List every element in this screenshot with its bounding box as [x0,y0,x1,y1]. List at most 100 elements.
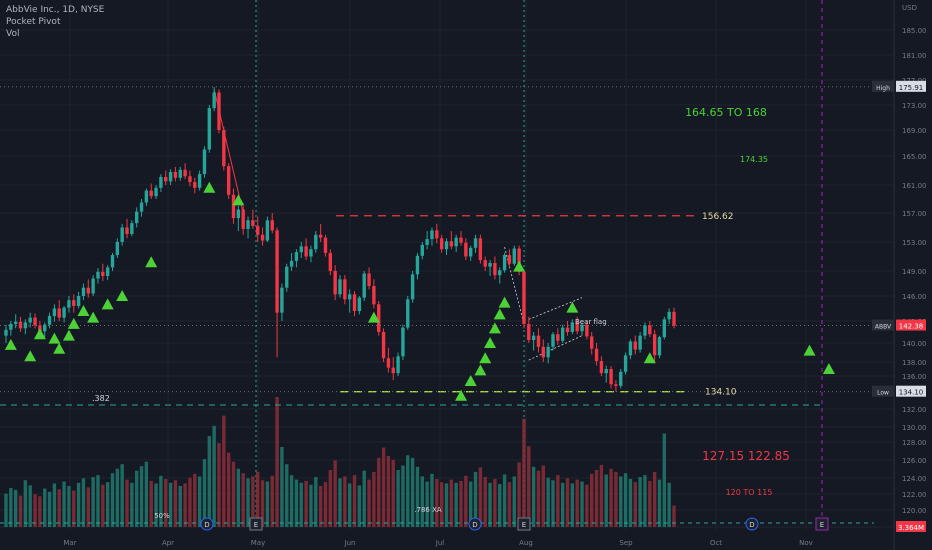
volume-bar [96,475,100,527]
candle-body [270,220,274,231]
candle-body [212,92,216,109]
fib-786-label: .786 XA [414,506,442,514]
candle-body [67,300,71,308]
price-tick-label: 161.00 [902,182,927,190]
pocket-pivot-marker [24,350,37,362]
volume-bar [439,482,444,527]
price-tag-value-bg [896,80,926,92]
volume-bar [275,397,279,527]
volume-bar [623,473,628,527]
candle-body [599,361,604,374]
volume-bar [43,488,47,527]
pocket-pivot-marker [4,338,17,350]
volume-bar [38,496,42,527]
candle-body [377,304,381,332]
price-tag-value-bg [896,521,926,532]
candle-body [623,355,628,372]
candle-body [193,182,197,188]
candle-body [251,220,255,227]
price-tick-label: 126.00 [902,457,927,465]
volume-bar [72,490,76,527]
candle-body [47,316,52,325]
bear-flag-label: Bear flag [575,318,607,326]
volume-bar [81,478,86,527]
volume-bar [251,476,255,527]
volume-bar [28,485,32,527]
candle-body [619,371,623,386]
candle-body [439,238,444,250]
volume-bar [391,459,395,527]
volume-bar [386,455,391,527]
volume-bar [498,484,502,527]
volume-bar [212,425,216,527]
candle-body [328,252,333,271]
candle-body [507,255,512,264]
volume-bar [493,478,497,527]
volume-bar [556,475,560,527]
volume-bar [125,479,129,527]
candle-body [164,177,168,182]
volume-bar [333,460,337,527]
candle-body [236,209,241,219]
pocket-pivot-marker [62,329,75,341]
pocket-pivot-marker [474,364,487,376]
volume-bar [294,479,299,527]
candle-body [217,92,221,130]
volume-bar [130,482,134,527]
volume-bar [599,464,604,527]
candle-body [420,244,424,256]
candle-body [522,271,526,324]
volume-bar [614,471,618,527]
candle-body [91,278,95,294]
fib-382-label: .382 [92,394,110,403]
price-tick-label: 146.00 [902,293,927,301]
volume-bar [367,479,371,527]
volume-bar [52,483,57,527]
candle-body [585,324,589,337]
volume-bar [541,465,545,527]
volume-bar [604,474,608,527]
volume-bar [580,481,584,527]
volume-bar [469,481,473,527]
candle-body [454,237,458,247]
volume-bar [459,480,463,527]
candle-body [105,267,110,276]
volume-bar [551,480,555,527]
pocket-pivot-marker [803,344,816,356]
volume-bar [236,468,241,527]
candle-body [406,299,410,328]
volume-bar [425,481,429,527]
candle-body [226,166,231,195]
pocket-pivot-marker [33,328,46,340]
volume-bar [372,471,376,527]
dividend-marker-letter: D [749,521,754,529]
volume-bar [241,473,245,527]
volume-bar [435,478,439,527]
price-tag-value: 134.10 [899,389,924,397]
volume-bar [91,477,95,527]
earnings-marker-letter: E [254,521,258,529]
volume-bar [222,415,226,527]
volume-bar [164,478,168,527]
volume-bar [585,484,589,527]
candle-body [135,211,139,224]
volume-bar [115,468,120,527]
time-tick-label: Aug [519,539,533,547]
volume-bar [420,476,424,527]
dividend-marker-icon [468,517,482,531]
volume-bar [410,457,415,527]
volume-bar [309,484,313,527]
volume-bar [619,476,623,527]
candle-body [536,335,541,347]
candle-body [149,190,153,197]
candle-body [9,323,13,330]
volume-bar [377,457,381,527]
volume-bar [628,478,633,527]
candle-body [197,174,202,188]
volume-bar [101,484,105,527]
pocket-pivot-marker [87,311,100,323]
volume-bar [256,471,260,527]
time-tick-label: May [251,539,265,547]
